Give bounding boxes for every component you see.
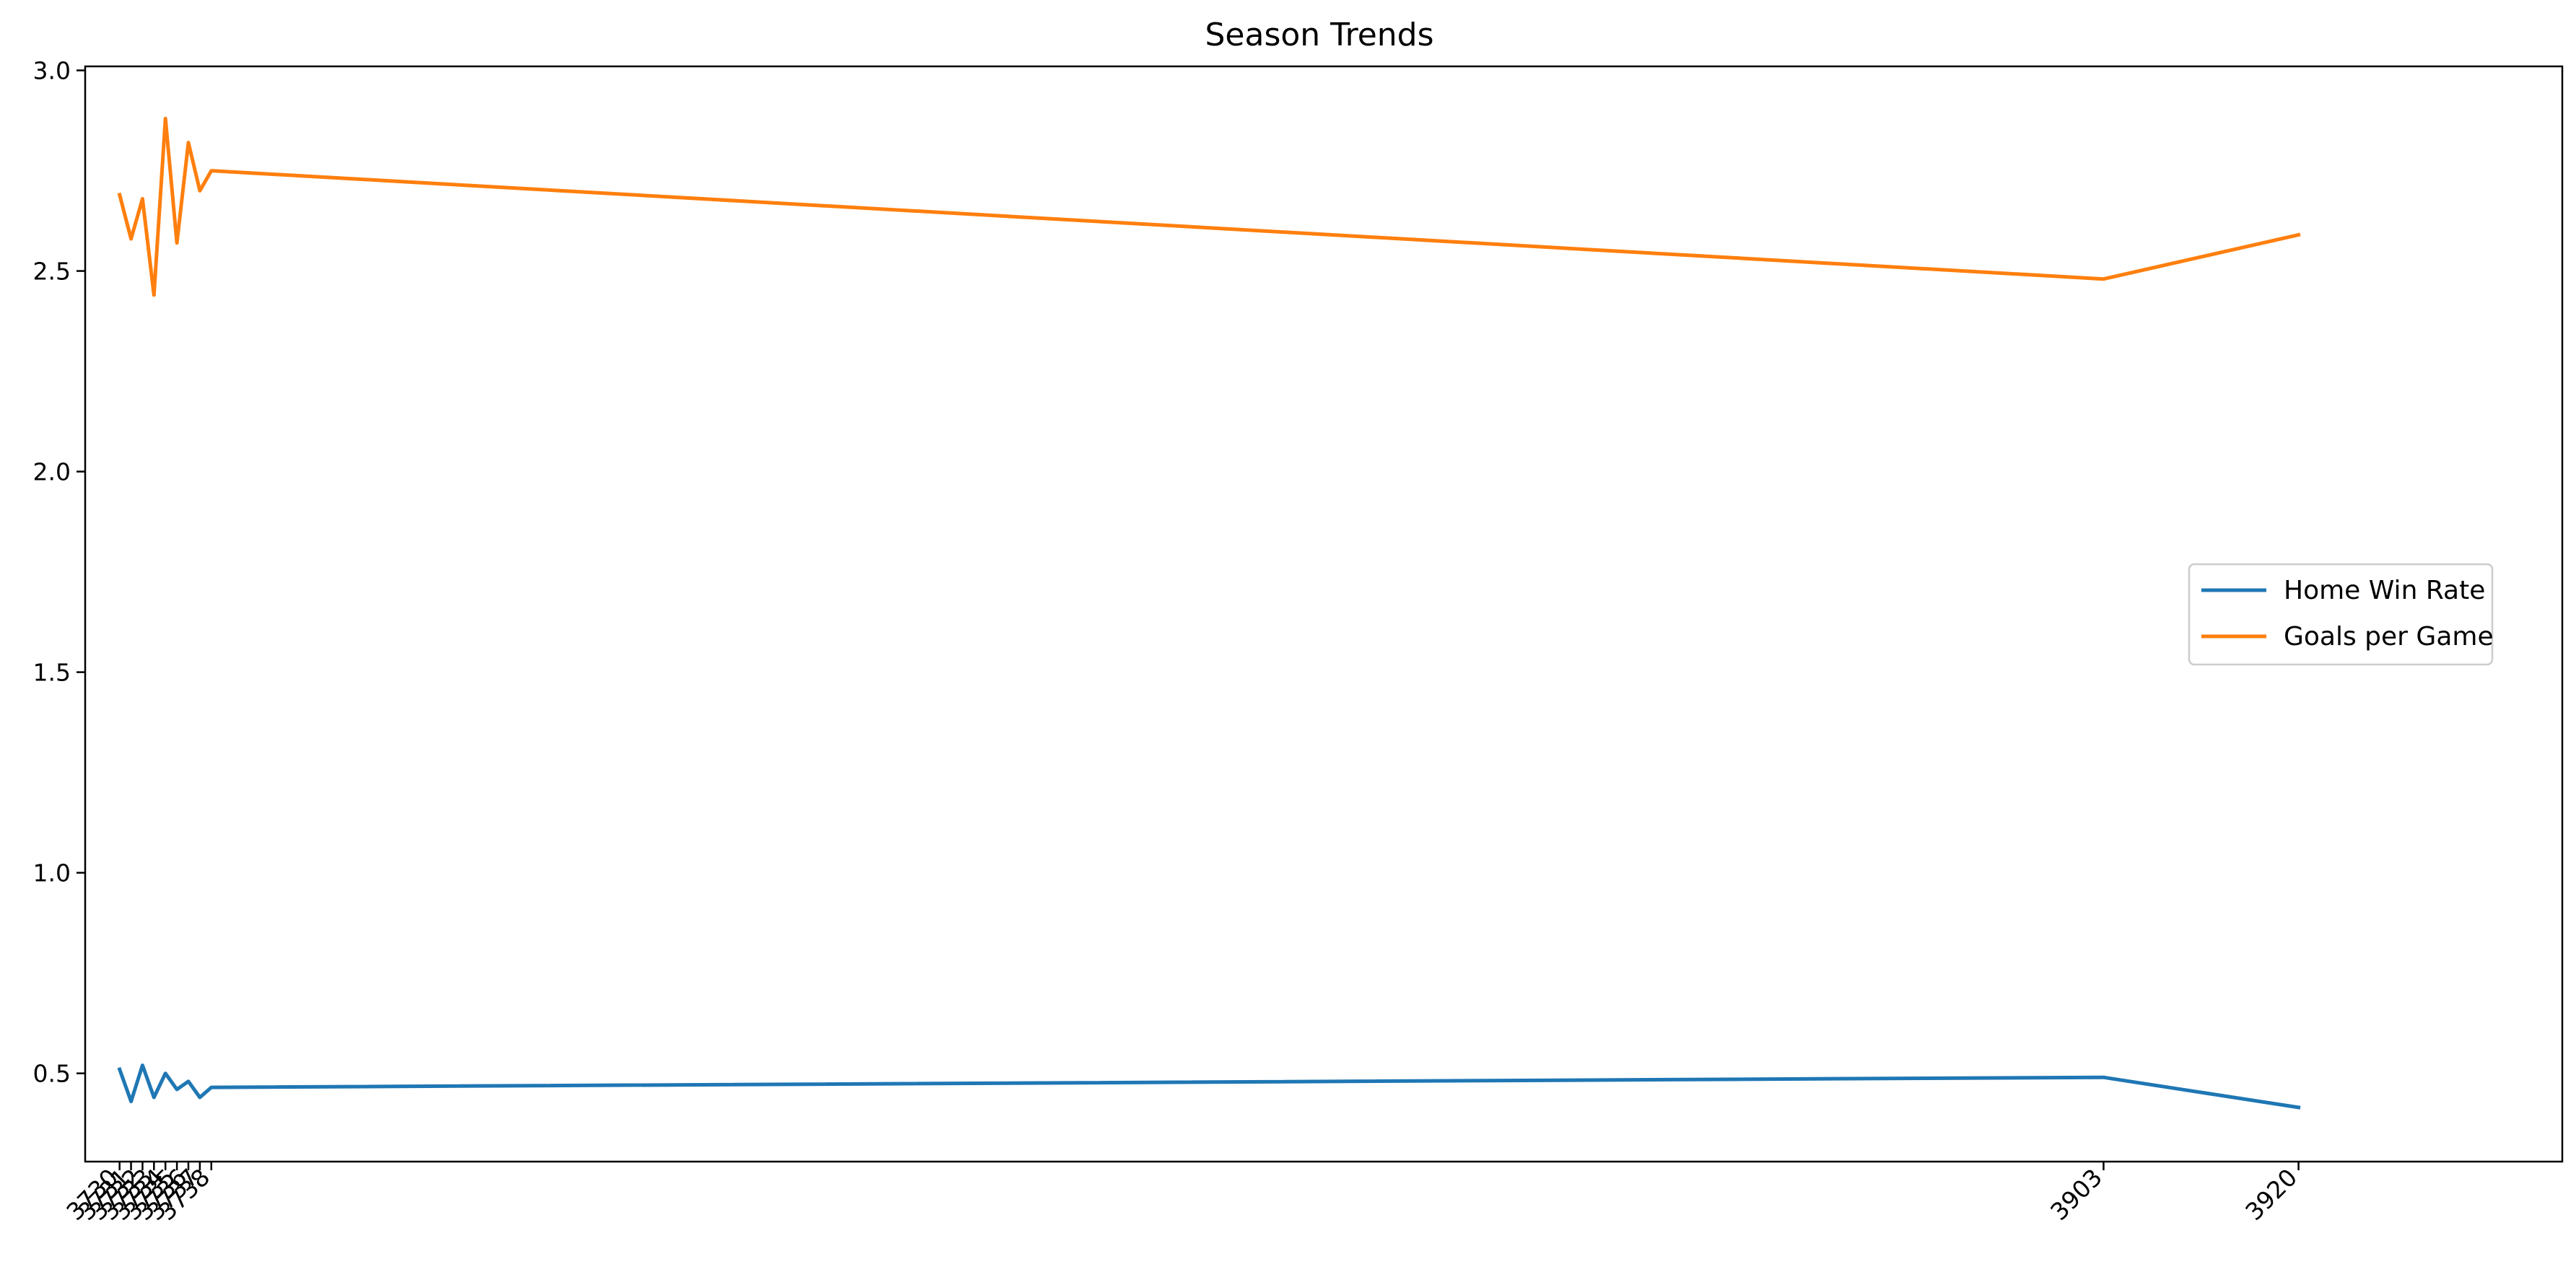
y-tick-label: 2.5	[33, 258, 71, 286]
y-tick-label: 1.5	[33, 659, 71, 687]
y-tick-label: 0.5	[33, 1060, 71, 1088]
series-layer	[117, 116, 2301, 1110]
plot-area	[84, 65, 2564, 1163]
y-axis: 0.5 1.0 1.5 2.0 2.5 3.0	[33, 57, 85, 1088]
y-tick-label: 3.0	[33, 57, 71, 85]
series-line-1	[117, 116, 2301, 297]
plot-frame	[84, 65, 2564, 1163]
y-tick-label: 1.0	[33, 859, 71, 887]
y-tick-label: 2.0	[33, 458, 71, 486]
legend-label-goals-per-game: Goals per Game	[2284, 622, 2494, 652]
series-line-0	[117, 1063, 2301, 1110]
legend: Home Win Rate Goals per Game	[2188, 563, 2494, 666]
chart-title: Season Trends	[1205, 17, 1433, 53]
legend-label-home-win-rate: Home Win Rate	[2284, 576, 2485, 605]
